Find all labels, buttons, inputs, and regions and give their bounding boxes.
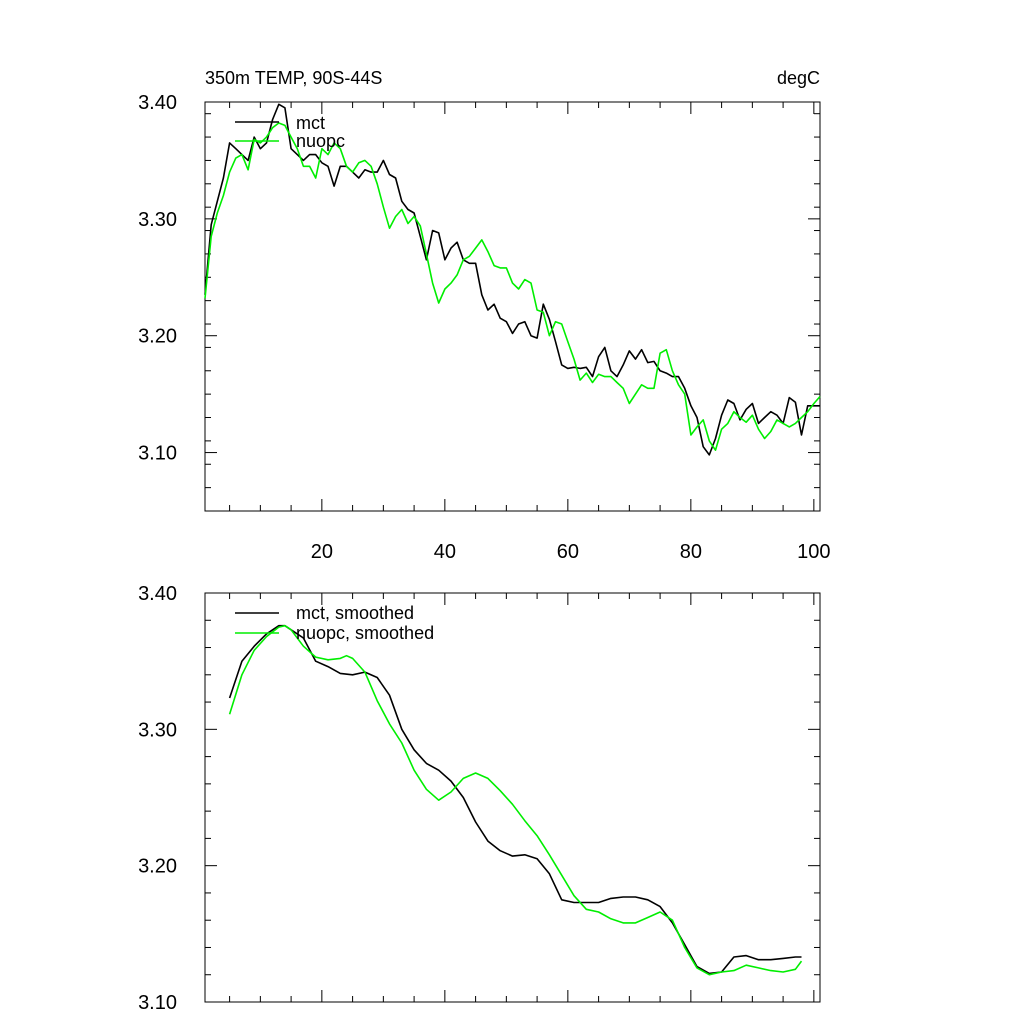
legend-nuopc-label: nuopc (296, 131, 345, 151)
x-tick-label: 20 (311, 541, 333, 563)
y-tick-label: 3.40 (138, 92, 177, 114)
y-tick-label: 3.30 (138, 719, 177, 741)
series-line-nuopc (204, 122, 821, 452)
top-legend: mct nuopc (235, 113, 345, 151)
legend-nuopc-smoothed-label: nuopc, smoothed (296, 623, 434, 643)
y-tick-label: 3.20 (138, 326, 177, 348)
series-line-nuopc-smoothed (228, 624, 803, 976)
x-tick-label: 80 (680, 541, 702, 563)
x-tick-label: 60 (557, 541, 579, 563)
legend-mct-smoothed-label: mct, smoothed (296, 603, 414, 623)
series-line-mct-smoothed (228, 624, 802, 975)
x-tick-label: 100 (797, 541, 830, 563)
y-tick-label: 3.30 (138, 209, 177, 231)
top-plot-frame (204, 101, 821, 512)
series-line-mct (204, 103, 820, 456)
bottom-legend: mct, smoothed nuopc, smoothed (235, 603, 434, 643)
y-tick-label: 3.20 (138, 856, 177, 878)
top-chart-title: 350m TEMP, 90S-44S (205, 68, 382, 88)
bottom-panel: 3.10 3.20 3.30 3.40 mct, smoothed nuopc, sm… (138, 583, 821, 1014)
top-chart-units: degC (777, 68, 820, 88)
y-tick-label: 3.10 (138, 992, 177, 1014)
y-tick-label: 3.10 (138, 443, 177, 465)
bottom-plot-frame (204, 592, 821, 1003)
x-tick-label: 40 (434, 541, 456, 563)
y-tick-label: 3.40 (138, 583, 177, 605)
top-panel: 350m TEMP, 90S-44S degC 3.10 3.20 3.30 3.40… (138, 68, 830, 563)
legend-mct-label: mct (296, 113, 325, 133)
